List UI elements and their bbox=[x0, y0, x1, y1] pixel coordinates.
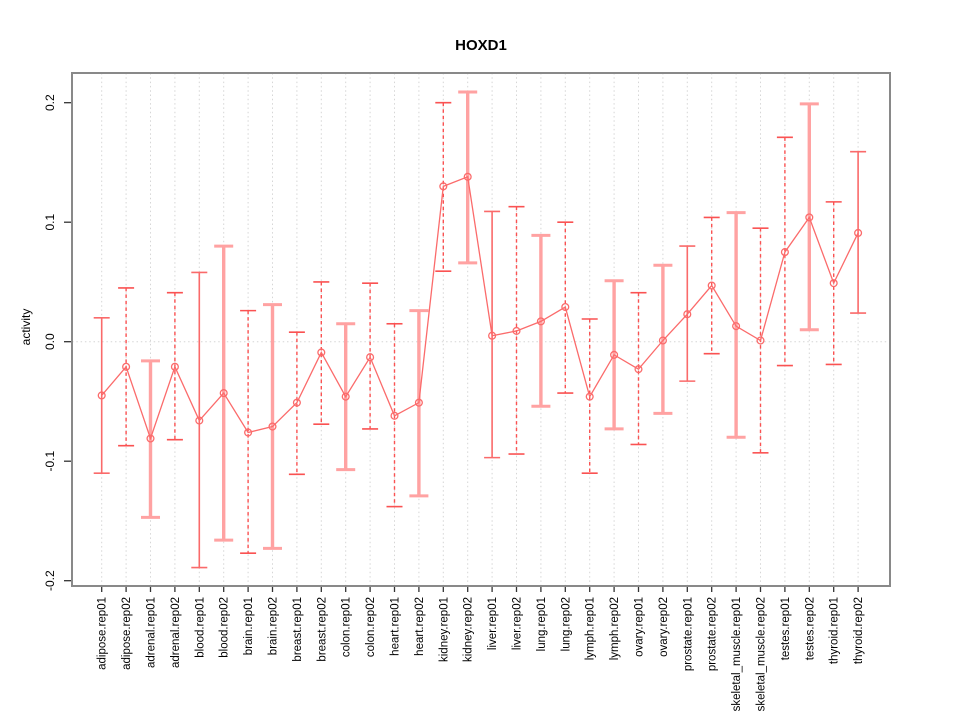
data-point bbox=[488, 331, 497, 340]
x-tick-label: prostate.rep02 bbox=[707, 597, 719, 671]
data-point bbox=[122, 362, 131, 371]
data-point bbox=[610, 350, 619, 359]
x-tick-label: kidney.rep02 bbox=[463, 597, 475, 662]
x-tick-label: prostate.rep01 bbox=[682, 597, 694, 671]
x-tick-label: testes.rep02 bbox=[804, 597, 816, 660]
x-tick-label: heart.rep02 bbox=[414, 597, 426, 656]
data-points bbox=[97, 172, 863, 443]
chart-title: HOXD1 bbox=[455, 37, 507, 54]
y-tick-label: -0.2 bbox=[43, 570, 57, 591]
x-tick-label: heart.rep01 bbox=[390, 597, 402, 656]
series-polyline bbox=[101, 175, 859, 441]
data-point bbox=[341, 392, 350, 401]
data-point bbox=[439, 182, 448, 191]
tick-labels: adipose.rep01 adipose.rep02 adrenal.rep01 a… bbox=[43, 94, 865, 711]
x-tick-label: lung.rep01 bbox=[536, 597, 548, 651]
data-point bbox=[170, 362, 179, 371]
x-tick-label: lung.rep02 bbox=[560, 597, 572, 651]
data-point bbox=[414, 398, 423, 407]
x-tick-label: ovary.rep01 bbox=[634, 597, 646, 657]
data-point bbox=[195, 416, 204, 425]
data-point bbox=[536, 317, 545, 326]
error-bars bbox=[93, 90, 867, 569]
x-tick-label: brain.rep02 bbox=[268, 597, 280, 655]
y-axis-label: activity bbox=[19, 309, 33, 346]
series-line bbox=[101, 175, 859, 441]
x-tick-label: thyroid.rep02 bbox=[853, 597, 865, 664]
data-point bbox=[683, 310, 692, 319]
x-tick-label: breast.rep02 bbox=[316, 597, 328, 662]
data-point bbox=[805, 213, 814, 222]
data-point bbox=[146, 434, 155, 443]
data-point bbox=[585, 392, 594, 401]
x-tick-label: skeletal_muscle.rep01 bbox=[731, 597, 743, 711]
x-tick-label: colon.rep01 bbox=[341, 597, 353, 657]
data-point bbox=[658, 336, 667, 345]
x-tick-label: liver.rep01 bbox=[487, 597, 499, 650]
x-tick-label: lymph.rep01 bbox=[585, 597, 597, 660]
x-tick-label: blood.rep02 bbox=[219, 597, 231, 658]
data-point bbox=[512, 326, 521, 335]
x-tick-label: ovary.rep02 bbox=[658, 597, 670, 657]
y-tick-label: 0.1 bbox=[43, 214, 57, 231]
data-point bbox=[561, 302, 570, 312]
x-tick-label: liver.rep02 bbox=[512, 597, 524, 650]
x-tick-label: breast.rep01 bbox=[292, 597, 304, 662]
data-point bbox=[829, 279, 838, 288]
data-point bbox=[854, 228, 863, 238]
gridlines bbox=[72, 73, 890, 586]
data-point bbox=[732, 322, 741, 331]
data-point bbox=[707, 281, 716, 290]
data-point bbox=[219, 389, 228, 398]
data-point bbox=[244, 428, 253, 437]
x-tick-label: brain.rep01 bbox=[243, 597, 255, 655]
x-tick-label: adrenal.rep02 bbox=[170, 597, 182, 668]
data-point bbox=[780, 248, 789, 257]
data-point bbox=[268, 422, 277, 431]
x-tick-label: thyroid.rep01 bbox=[829, 597, 841, 664]
y-tick-label: 0.2 bbox=[43, 94, 57, 111]
x-tick-label: adrenal.rep01 bbox=[146, 597, 158, 668]
data-point bbox=[366, 353, 375, 362]
x-tick-label: kidney.rep01 bbox=[438, 597, 450, 662]
plot-frame bbox=[71, 72, 891, 587]
x-tick-label: adipose.rep01 bbox=[97, 597, 109, 670]
data-point bbox=[463, 172, 472, 181]
data-point bbox=[756, 336, 765, 345]
data-point bbox=[317, 348, 326, 357]
x-tick-label: skeletal_muscle.rep02 bbox=[756, 597, 768, 711]
data-point bbox=[634, 365, 643, 374]
data-point bbox=[97, 391, 106, 400]
x-tick-label: colon.rep02 bbox=[365, 597, 377, 657]
x-tick-label: adipose.rep02 bbox=[121, 597, 133, 670]
y-tick-label: -0.1 bbox=[43, 451, 57, 472]
axes bbox=[64, 72, 891, 592]
data-point bbox=[292, 398, 301, 407]
y-tick-label: 0.0 bbox=[43, 333, 57, 350]
x-tick-label: blood.rep01 bbox=[194, 597, 206, 658]
x-tick-label: lymph.rep02 bbox=[609, 597, 621, 660]
data-point bbox=[390, 411, 399, 420]
x-tick-label: testes.rep01 bbox=[780, 597, 792, 660]
